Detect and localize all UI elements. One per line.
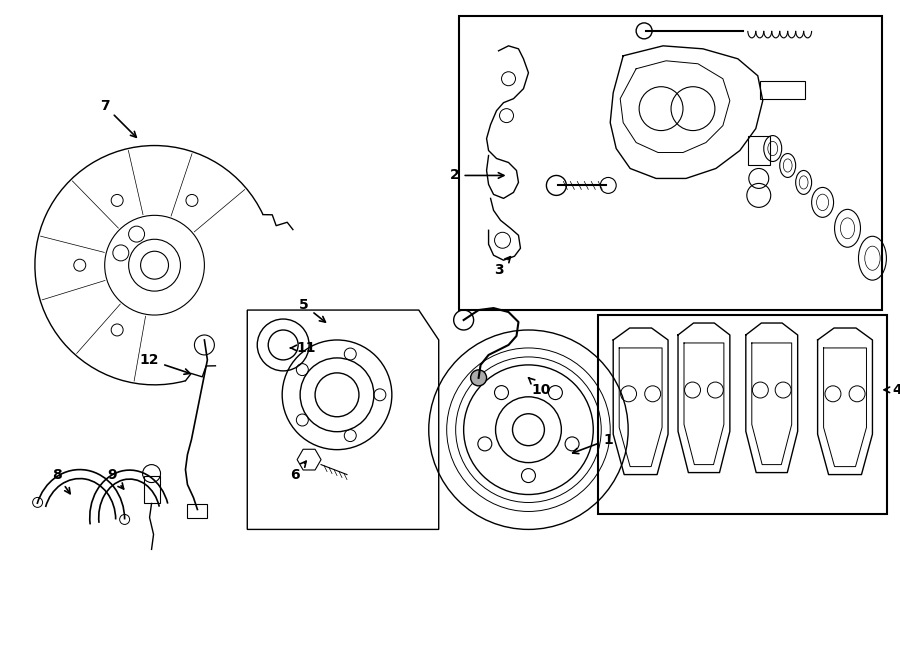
Circle shape (471, 370, 487, 386)
Text: 8: 8 (52, 467, 70, 494)
Text: 5: 5 (299, 298, 326, 322)
Text: 7: 7 (100, 98, 136, 137)
Bar (760, 81, 805, 98)
Bar (144, 475, 159, 504)
Text: 3: 3 (494, 256, 510, 277)
Text: 4: 4 (884, 383, 900, 397)
Text: 9: 9 (107, 467, 123, 489)
Bar (598, 315, 887, 514)
Bar (748, 136, 770, 165)
Text: 11: 11 (291, 341, 316, 355)
Bar (187, 504, 207, 518)
Text: 10: 10 (528, 378, 551, 397)
Bar (459, 16, 882, 310)
Text: 1: 1 (572, 433, 613, 453)
Text: 2: 2 (450, 169, 504, 182)
Text: 6: 6 (291, 461, 306, 482)
Text: 12: 12 (140, 353, 190, 374)
